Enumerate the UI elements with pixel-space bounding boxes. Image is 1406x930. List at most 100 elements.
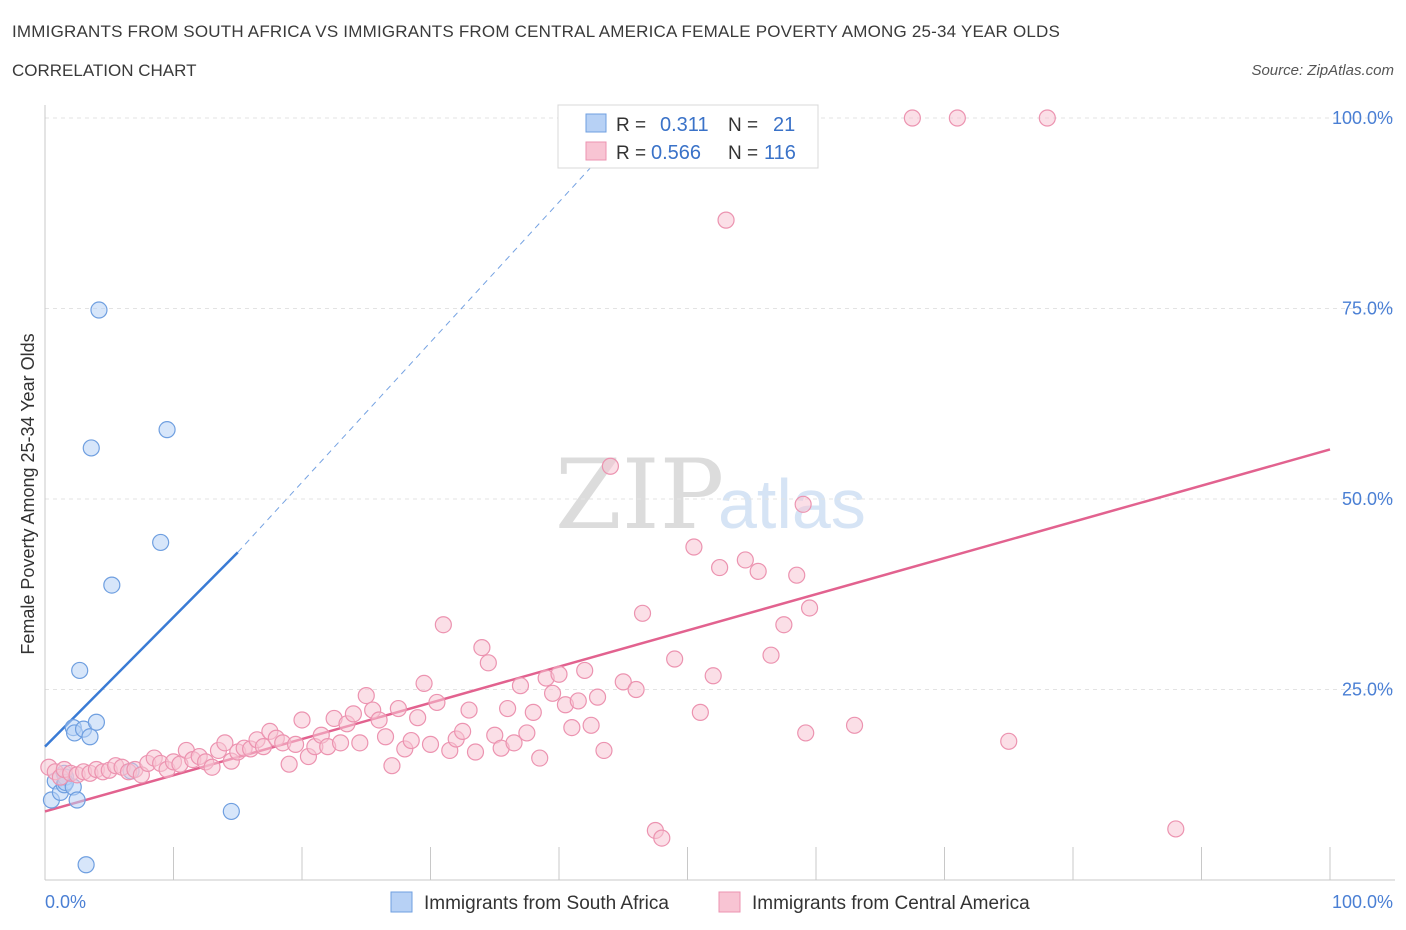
- watermark-atlas: atlas: [718, 465, 866, 543]
- point-pink-101: [749, 562, 767, 580]
- point-blue-13: [77, 856, 95, 874]
- point-pink-46: [331, 734, 350, 752]
- point-pink-83: [569, 692, 587, 710]
- series-legend-label-south-africa: Immigrants from South Africa: [424, 893, 669, 914]
- point-pink-104: [788, 566, 806, 584]
- point-pink-60: [421, 735, 440, 753]
- point-pink-75: [518, 724, 536, 742]
- point-pink-95: [685, 538, 703, 556]
- legend-n-label-2: N =: [728, 143, 758, 164]
- point-pink-50: [357, 686, 375, 705]
- legend-r-label-2: R =: [616, 143, 646, 164]
- legend-swatch-central-america: [585, 141, 607, 161]
- point-pink-90: [627, 680, 645, 699]
- point-blue-9: [68, 791, 86, 809]
- point-pink-105: [794, 495, 812, 513]
- axes: [44, 105, 1395, 881]
- point-pink-87: [595, 741, 613, 760]
- point-pink-54: [383, 757, 401, 775]
- point-pink-28: [216, 734, 234, 752]
- point-pink-62: [434, 616, 452, 634]
- point-pink-38: [280, 755, 298, 773]
- point-blue-17: [90, 301, 108, 319]
- point-pink-53: [376, 728, 395, 746]
- point-pink-69: [479, 654, 497, 672]
- point-blue-19: [152, 533, 170, 552]
- point-pink-88: [601, 457, 620, 475]
- point-pink-59: [415, 674, 433, 693]
- point-pink-106: [797, 724, 815, 742]
- legend-n-label-1: N =: [728, 115, 758, 136]
- point-pink-108: [845, 716, 864, 734]
- y-tick-label-1: 50.0%: [1342, 489, 1393, 509]
- chart-title: IMMIGRANTS FROM SOUTH AFRICA VS IMMIGRAN…: [12, 22, 1061, 41]
- y-axis-label: Female Poverty Among 25-34 Year Olds: [18, 333, 38, 654]
- source-credit: Source: ZipAtlas.com: [1251, 62, 1394, 79]
- point-pink-26: [203, 758, 221, 776]
- point-pink-68: [473, 638, 491, 657]
- point-pink-73: [505, 734, 523, 752]
- point-pink-89: [614, 673, 632, 691]
- y-tick-label-0: 25.0%: [1342, 680, 1393, 700]
- legend-n-value-1: 21: [773, 114, 795, 136]
- grid-lines: [45, 117, 1395, 690]
- point-pink-99: [717, 211, 735, 229]
- point-pink-82: [563, 718, 581, 737]
- point-blue-20: [158, 421, 176, 439]
- point-pink-49: [351, 734, 369, 752]
- point-pink-74: [511, 677, 530, 695]
- point-pink-57: [402, 731, 420, 750]
- point-pink-98: [711, 558, 729, 577]
- watermark-zip: ZIP: [555, 439, 724, 551]
- legend-r-value-2: 0.566: [651, 142, 701, 164]
- point-pink-80: [550, 665, 568, 683]
- point-blue-16: [87, 713, 106, 731]
- chart-subtitle: CORRELATION CHART: [12, 61, 197, 80]
- series-legend-swatch-south-africa: [390, 891, 413, 913]
- point-pink-107: [800, 599, 819, 617]
- point-pink-48: [344, 705, 362, 723]
- point-pink-52: [370, 711, 388, 729]
- y-tick-label-3: 100.0%: [1332, 108, 1393, 128]
- x-tick-label-min: 0.0%: [45, 892, 86, 912]
- point-pink-91: [633, 604, 652, 622]
- series-legend-label-central-america: Immigrants from Central America: [752, 893, 1030, 914]
- point-blue-14: [81, 728, 99, 746]
- point-blue-15: [82, 439, 100, 457]
- point-pink-86: [588, 688, 607, 706]
- point-pink-94: [666, 650, 684, 668]
- x-tick-label-max: 100.0%: [1332, 892, 1393, 912]
- point-pink-96: [691, 703, 709, 721]
- point-pink-100: [736, 551, 754, 569]
- stats-legend: R = 0.311 N = 21 R = 0.566 N = 116: [557, 104, 819, 169]
- watermark: ZIP atlas: [555, 439, 866, 551]
- data-points: [40, 109, 1185, 874]
- point-pink-85: [582, 716, 600, 734]
- point-pink-61: [428, 693, 446, 712]
- point-pink-67: [466, 743, 485, 761]
- y-tick-label-2: 75.0%: [1342, 299, 1393, 319]
- point-pink-65: [454, 722, 472, 741]
- legend-r-label-1: R =: [616, 115, 646, 136]
- point-blue-22: [222, 802, 240, 821]
- legend-swatch-south-africa: [585, 113, 607, 133]
- point-pink-110: [948, 109, 966, 127]
- point-blue-18: [103, 576, 121, 594]
- point-pink-84: [576, 661, 594, 680]
- point-pink-113: [1167, 820, 1185, 838]
- series-legend-swatch-central-america: [718, 891, 741, 913]
- point-pink-77: [531, 749, 549, 767]
- point-pink-55: [389, 699, 407, 718]
- point-pink-103: [775, 616, 793, 634]
- point-pink-111: [1000, 732, 1018, 750]
- point-pink-58: [409, 709, 427, 727]
- point-pink-66: [460, 701, 478, 719]
- point-pink-109: [903, 109, 921, 127]
- point-pink-40: [293, 711, 311, 729]
- point-pink-102: [762, 646, 780, 664]
- point-pink-76: [524, 703, 542, 721]
- point-pink-72: [499, 699, 517, 718]
- point-pink-93: [653, 829, 671, 847]
- legend-r-value-1: 0.311: [660, 114, 709, 136]
